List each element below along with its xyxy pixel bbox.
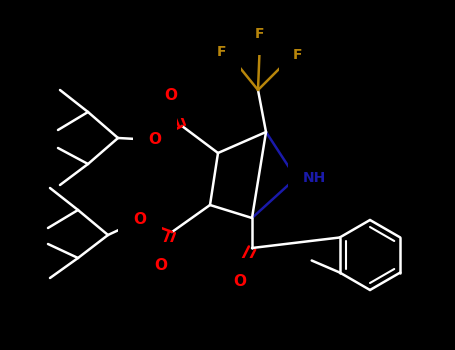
Text: F: F xyxy=(293,48,303,62)
Text: NH: NH xyxy=(303,171,326,185)
Text: O: O xyxy=(233,273,247,288)
Text: O: O xyxy=(133,212,147,228)
Text: F: F xyxy=(217,45,227,59)
Text: O: O xyxy=(148,133,162,147)
Text: F: F xyxy=(255,27,265,41)
Text: O: O xyxy=(155,258,167,273)
Text: O: O xyxy=(165,88,177,103)
